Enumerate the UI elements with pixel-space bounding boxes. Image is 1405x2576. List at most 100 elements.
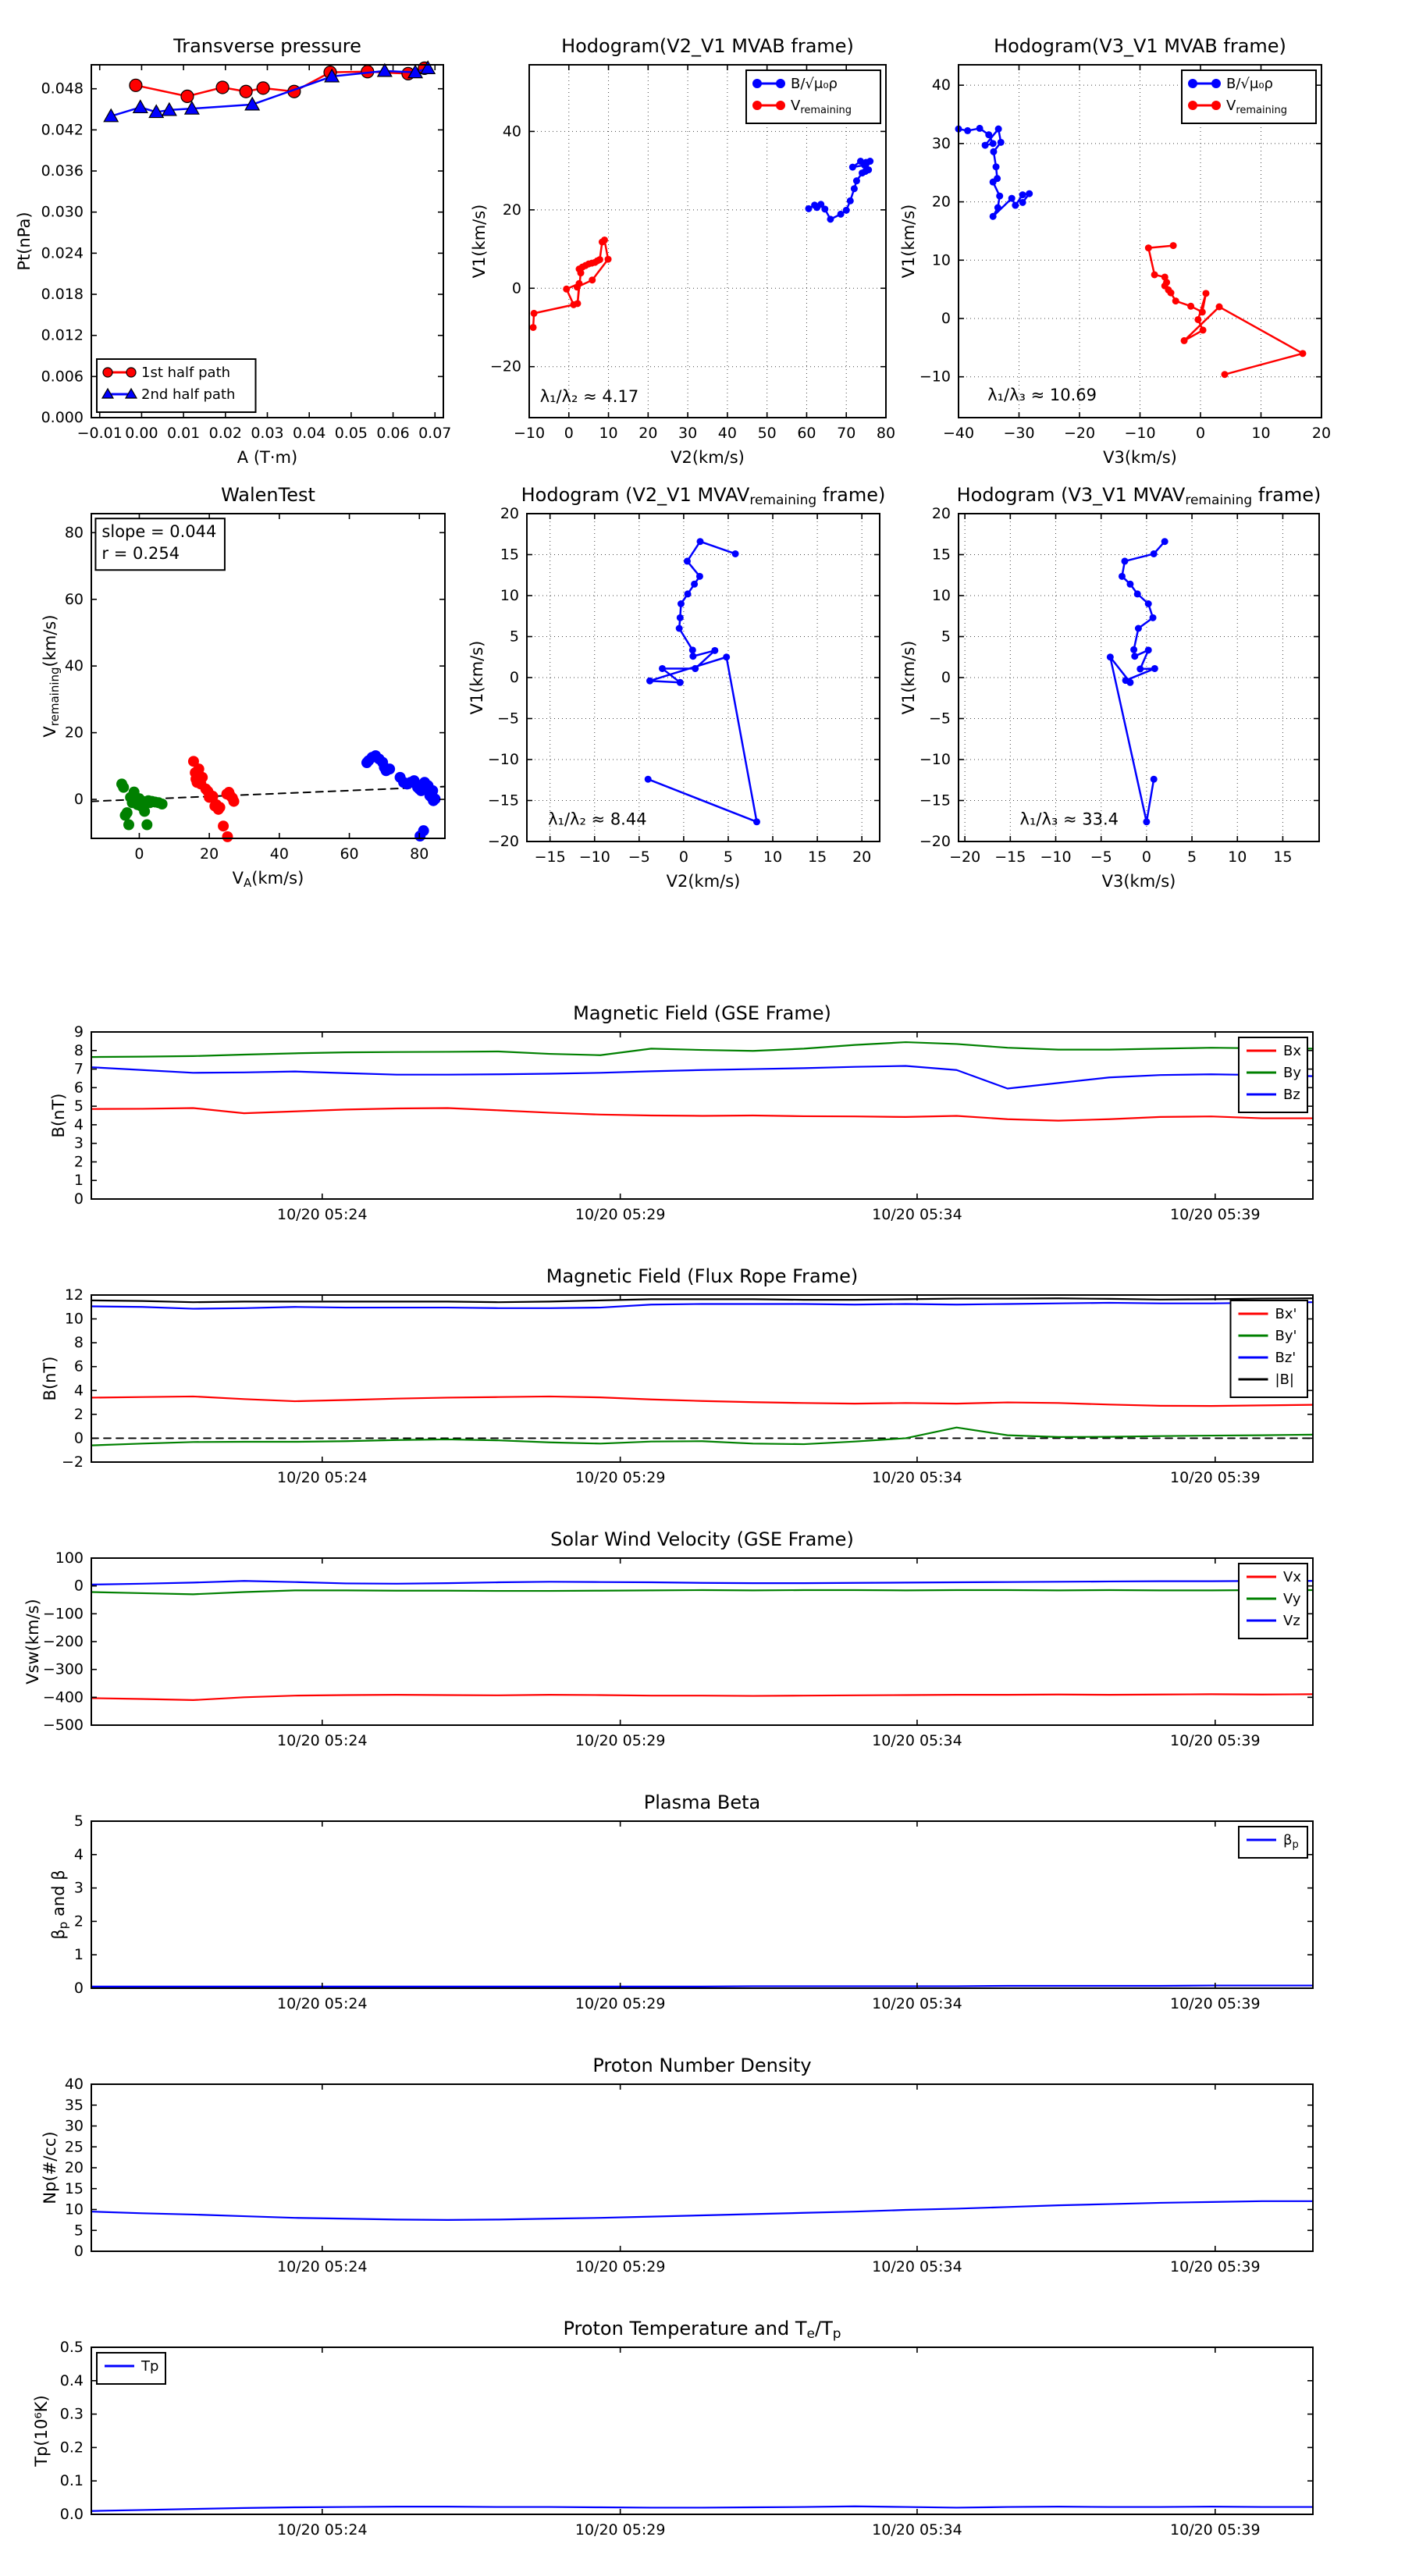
y-tick-label: −5 [929, 710, 951, 728]
legend: Bx' By' Bz' |B| [1229, 1300, 1308, 1398]
x-tick-label: 0.05 [335, 425, 368, 442]
y-tick-label: 25 [65, 2138, 84, 2155]
y-tick-label: 5 [941, 628, 951, 646]
y-tick-label: 1 [74, 1946, 84, 1963]
x-tick-label: 10 [1228, 849, 1247, 866]
legend-label: Vremaining​ [1226, 98, 1287, 116]
y-tick-label: −10 [919, 368, 951, 386]
chart-title: Plasma Beta [644, 1791, 760, 1813]
x-tick-label: 20 [200, 845, 219, 863]
y-tick-label: 15 [500, 546, 519, 564]
x-tick-label: 10/20 05:39 [1170, 2258, 1261, 2275]
x-tick-label: 10/20 05:34 [872, 1469, 962, 1486]
x-tick-label: −0.01 [77, 425, 123, 442]
x-tick-label: 80 [877, 425, 895, 442]
x-tick-label: 10/20 05:24 [277, 2258, 368, 2275]
x-tick-label: 10/20 05:29 [575, 2258, 666, 2275]
y-tick-label: 6 [74, 1358, 84, 1375]
legend-label: Bx [1283, 1043, 1301, 1059]
y-tick-label: 80 [65, 524, 84, 541]
chart-title: Transverse pressure [173, 35, 361, 57]
y-axis-label: Np(#/cc) [41, 2131, 59, 2204]
y-tick-label: 10 [932, 251, 951, 269]
y-tick-label: 2 [74, 1912, 84, 1930]
x-tick-label: 20 [1312, 425, 1331, 442]
y-tick-label: −400 [43, 1688, 84, 1706]
y-axis-label: V1(km/s) [899, 641, 918, 715]
y-axis-label: Tp(10⁶K) [32, 2395, 51, 2467]
x-tick-label: 50 [758, 425, 777, 442]
legend: Vx Vy Vz [1238, 1563, 1308, 1639]
y-tick-label: 40 [932, 76, 951, 94]
x-axis-label: A (T·m) [237, 448, 297, 467]
y-tick-label: −15 [919, 792, 951, 809]
x-tick-label: 10/20 05:29 [575, 1206, 666, 1223]
y-tick-label: 100 [55, 1550, 84, 1567]
plot-proton-number-density: 10/20 05:24 10/20 05:29 10/20 05:34 10/20 0… [41, 2055, 1314, 2275]
y-tick-label: 10 [500, 587, 519, 604]
y-tick-label: 0.042 [41, 121, 84, 138]
magnetic-field-flux-rope-canvas: 10/20 05:24 10/20 05:29 10/20 05:34 10/20 0… [41, 1265, 1314, 1486]
y-tick-label: 0.048 [41, 80, 84, 98]
x-tick-label: 0.06 [376, 425, 409, 442]
y-axis-label: V1(km/s) [470, 205, 489, 279]
y-axis-label: B(nT) [41, 1357, 59, 1401]
plot-solar-wind-velocity: 10/20 05:24 10/20 05:29 10/20 05:34 10/20 0… [23, 1528, 1314, 1749]
x-tick-label: −20 [949, 849, 980, 866]
x-tick-label: 20 [852, 849, 871, 866]
x-tick-label: 15 [808, 849, 827, 866]
y-tick-label: 40 [503, 123, 521, 140]
plot-hodogram-v3v1-mvab: −40 −30 −20 −10 0 10 20 −10 0 10 20 30 40 Hodogram(V3… [899, 35, 1331, 467]
legend-label: Vy [1283, 1591, 1301, 1607]
y-tick-label: 1 [74, 1172, 84, 1189]
x-tick-label: 10/20 05:24 [277, 1732, 368, 1749]
x-tick-label: 0.03 [251, 425, 283, 442]
x-tick-label: −40 [943, 425, 974, 442]
chart-title: Solar Wind Velocity (GSE Frame) [550, 1528, 854, 1550]
y-tick-label: −20 [490, 358, 521, 375]
transverse-pressure-canvas: −0.01 0.00 0.01 0.02 0.03 0.04 0.05 0.06 0.07 0.0… [15, 35, 451, 467]
x-tick-label: 10/20 05:24 [277, 2521, 368, 2539]
y-tick-label: 0 [941, 669, 951, 686]
y-tick-label: 0.2 [60, 2439, 84, 2456]
chart-title: WalenTest [221, 484, 315, 506]
y-tick-label: 0 [74, 2243, 84, 2260]
chart-title: Magnetic Field (Flux Rope Frame) [546, 1265, 858, 1287]
legend-label: Vremaining​ [791, 98, 852, 116]
chart-title: Proton Temperature and Te​/Tp​ [563, 2318, 841, 2342]
y-tick-label: 5 [74, 1098, 84, 1115]
y-tick-label: 0.018 [41, 286, 84, 303]
legend: B/√μ₀ρ Vremaining​ [745, 69, 881, 124]
legend-label: Bz' [1275, 1350, 1297, 1366]
x-tick-label: 10/20 05:34 [872, 1732, 962, 1749]
legend: Bx By Bz [1238, 1037, 1308, 1113]
y-tick-label: 8 [74, 1334, 84, 1351]
y-tick-label: 20 [65, 724, 84, 742]
plot-magnetic-field-gse: 10/20 05:24 10/20 05:29 10/20 05:34 10/20 0… [49, 1002, 1314, 1223]
legend: Tp [96, 2352, 166, 2385]
x-tick-label: 10/20 05:24 [277, 1995, 368, 2012]
y-tick-label: −15 [488, 792, 519, 809]
annotation: r = 0.254 [101, 544, 180, 563]
legend-label: 1st half path [141, 365, 230, 381]
x-tick-label: 10/20 05:39 [1170, 1732, 1261, 1749]
plot-hodogram-v2v1-mvab: −10 0 10 20 30 40 50 60 70 80 −20 0 20 40 Hodogram(V2_… [470, 35, 895, 467]
x-tick-label: 0 [134, 845, 144, 863]
y-tick-label: −100 [43, 1605, 84, 1622]
y-tick-label: 0.3 [60, 2406, 84, 2423]
y-axis-label: Vremaining​(km/s) [41, 614, 62, 737]
y-tick-label: 0 [941, 310, 951, 327]
plot-plasma-beta: 10/20 05:24 10/20 05:29 10/20 05:34 10/20 0… [49, 1791, 1314, 2012]
y-tick-label: 20 [500, 505, 519, 522]
y-tick-label: −10 [488, 751, 519, 768]
x-tick-label: 10/20 05:34 [872, 2521, 962, 2539]
x-tick-label: 10/20 05:34 [872, 2258, 962, 2275]
annotation: λ₁/λ₃ ≈ 10.69 [987, 386, 1097, 404]
y-tick-label: 40 [65, 657, 84, 674]
hodogram-v2v1-mvab-canvas: −10 0 10 20 30 40 50 60 70 80 −20 0 20 40 Hodogram(V2_… [470, 35, 895, 467]
x-tick-label: 10/20 05:34 [872, 1995, 962, 2012]
x-tick-label: 5 [724, 849, 733, 866]
y-tick-label: 3 [74, 1135, 84, 1152]
y-tick-label: 5 [510, 628, 519, 646]
y-tick-label: 40 [65, 2076, 84, 2093]
